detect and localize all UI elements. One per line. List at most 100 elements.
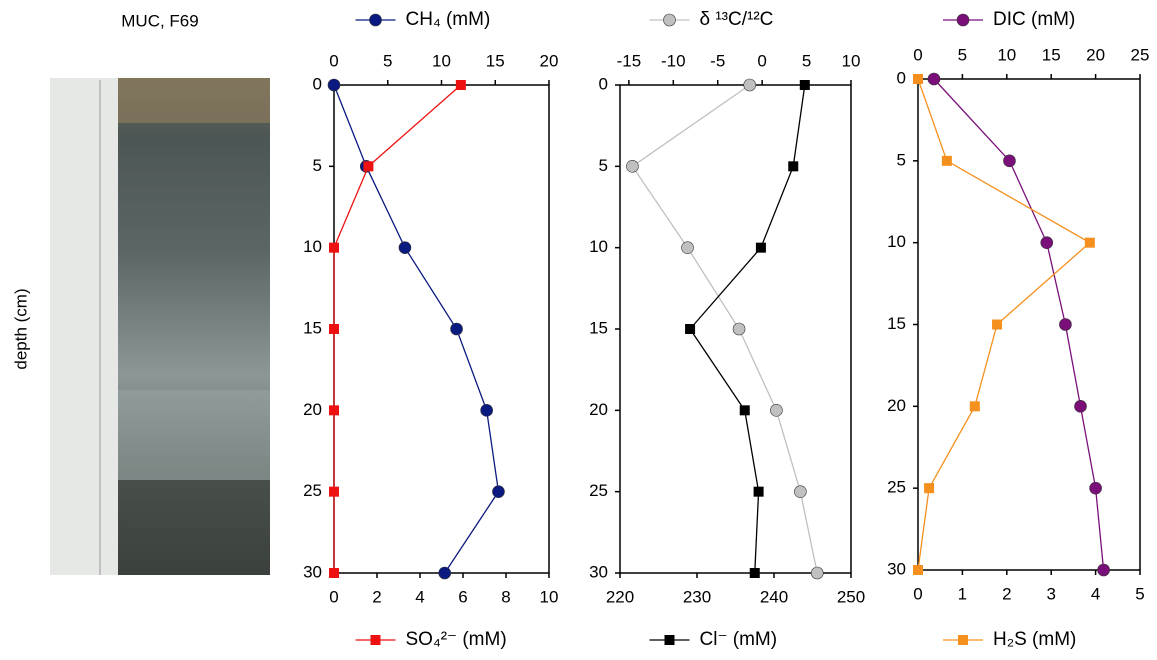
x-tick-label: 3 [1046,584,1055,603]
legend-label: δ ¹³C/¹²C [700,9,774,30]
x2-tick-label: -5 [710,51,725,70]
data-point [739,405,750,416]
data-point [969,401,980,412]
x-tick-label: 4 [415,587,424,606]
x-tick-label: 4 [1091,584,1100,603]
data-point [455,80,466,90]
x-tick-label: 8 [501,587,510,606]
x2-tick-label: -15 [617,51,642,70]
legend-label: H₂S (mM) [993,629,1076,650]
data-point [329,486,339,497]
legend-label: SO₄²⁻ (mM) [406,629,507,650]
y-tick-label: 10 [589,237,608,256]
y-tick-label: 10 [887,232,906,251]
series-line [333,84,462,573]
y-tick-label: 20 [887,396,906,415]
data-point [1059,318,1072,331]
y-axis-label: depth (cm) [11,288,30,369]
data-point [799,80,810,90]
y-tick-label: 5 [599,156,608,175]
x-tick-label: 220 [606,587,634,606]
x-tick-label: 10 [540,587,559,606]
x2-tick-label: 10 [997,45,1016,64]
data-point [753,486,764,497]
y-tick-label: 25 [303,481,322,500]
x2-tick-label: 5 [383,51,392,70]
data-point [626,160,639,173]
x2-tick-label: 20 [1086,45,1105,64]
x-tick-label: 6 [458,587,467,606]
y-tick-label: 25 [589,481,608,500]
data-point [913,74,923,84]
data-point [770,404,783,417]
x-tick-label: 230 [683,587,711,606]
y-tick-label: 15 [589,318,608,337]
data-point [1003,154,1016,168]
data-point [992,319,1003,330]
x2-tick-label: 10 [432,51,451,70]
data-point [327,78,341,92]
y-tick-label: 30 [887,559,906,578]
y-tick-label: 15 [303,318,322,337]
legend-marker [664,635,675,645]
y-tick-label: 0 [313,74,322,93]
y-tick-label: 30 [589,562,608,581]
legend-label: Cl⁻ (mM) [700,629,778,650]
x2-tick-label: 0 [329,51,338,70]
legend-marker [958,635,968,645]
data-point [749,568,760,578]
x-tick-label: 0 [329,587,338,606]
x2-tick-label: -10 [661,51,686,70]
legend-label: CH₄ (mM) [406,9,491,30]
x2-tick-label: 20 [540,51,559,70]
series-line [333,84,500,574]
y-tick-label: 15 [887,314,906,333]
y-tick-label: 5 [897,150,906,169]
data-point [329,324,339,334]
data-point [1097,563,1110,577]
x2-tick-label: 0 [913,45,922,64]
y-tick-label: 20 [589,400,608,419]
data-point [1040,236,1054,249]
data-point [438,566,452,580]
data-point [1089,481,1102,495]
data-point [732,322,746,336]
y-tick-label: 25 [887,478,906,497]
x-tick-label: 5 [1135,584,1144,603]
legend-marker [956,13,970,27]
data-point [685,324,696,334]
x2-tick-label: 5 [802,51,811,70]
data-point [329,568,339,578]
y-tick-label: 20 [303,400,322,419]
photo-caption: MUC, F69 [121,11,198,30]
x2-tick-label: 25 [1131,45,1150,64]
plot-frame [917,78,1141,571]
data-point [329,405,339,416]
x-tick-label: 0 [913,584,922,603]
x-tick-label: 1 [958,584,967,603]
legend-marker [663,13,676,27]
data-point [913,565,923,575]
data-point [450,322,463,336]
series-line [631,84,818,574]
x2-tick-label: 5 [958,45,967,64]
series-line [933,78,1105,571]
data-point [480,404,493,417]
data-point [924,483,935,494]
x-tick-label: 240 [760,587,788,606]
data-point [681,241,694,254]
y-tick-label: 0 [897,68,906,87]
x2-tick-label: 15 [1042,45,1061,64]
series-line [689,84,806,574]
data-point [363,161,374,172]
x2-tick-label: 15 [486,51,505,70]
legend-label: DIC (mM) [993,9,1075,30]
core-photo [50,78,270,575]
legend-marker [369,13,382,27]
data-point [794,485,807,498]
y-tick-label: 5 [313,156,322,175]
data-point [788,161,799,172]
x2-tick-label: 0 [757,51,766,70]
x-tick-label: 250 [837,587,865,606]
